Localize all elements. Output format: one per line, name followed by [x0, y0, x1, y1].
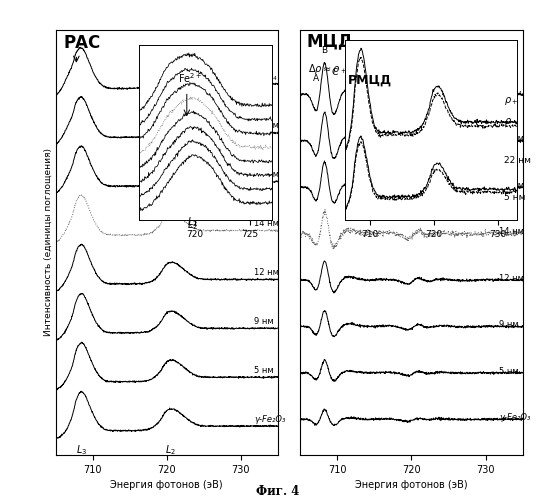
- Text: $\Delta\rho \approx \rho_+ - \rho_-$: $\Delta\rho \approx \rho_+ - \rho_-$: [307, 62, 374, 76]
- Y-axis label: Интенсивность (единицы поглощения): Интенсивность (единицы поглощения): [44, 148, 53, 336]
- Text: $L_3$: $L_3$: [76, 443, 87, 457]
- Text: 12 нм: 12 нм: [499, 274, 524, 282]
- Text: $\rho_-$: $\rho_-$: [504, 116, 519, 128]
- Text: $\rho_+$: $\rho_+$: [504, 95, 519, 107]
- Text: 16 нм: 16 нм: [499, 181, 524, 190]
- Text: 14 нм: 14 нм: [254, 219, 279, 228]
- Text: γ-Fe₂O₃: γ-Fe₂O₃: [254, 415, 286, 424]
- Text: 9 нм: 9 нм: [499, 320, 519, 329]
- Text: Fe₃O₄: Fe₃O₄: [254, 72, 277, 82]
- X-axis label: Энергия фотонов (эВ): Энергия фотонов (эВ): [111, 480, 223, 490]
- Text: $L_2$: $L_2$: [187, 218, 198, 232]
- Text: Fe$^{2+}$: Fe$^{2+}$: [178, 72, 202, 85]
- Text: B: B: [321, 46, 327, 55]
- Text: 22 нм: 22 нм: [254, 122, 279, 130]
- X-axis label: Энергия фотонов (эВ): Энергия фотонов (эВ): [355, 480, 468, 490]
- Text: 22 нм: 22 нм: [499, 134, 524, 143]
- Text: РАС: РАС: [63, 34, 100, 52]
- Text: 22 нм: 22 нм: [504, 156, 532, 166]
- Text: 5 нм: 5 нм: [254, 366, 274, 375]
- Text: 9 нм: 9 нм: [254, 317, 274, 326]
- Text: $L_2$: $L_2$: [187, 216, 198, 229]
- Text: $L_2$: $L_2$: [165, 443, 176, 457]
- Text: 16 нм: 16 нм: [254, 170, 279, 179]
- Text: 5 нм: 5 нм: [504, 193, 526, 202]
- Text: A: A: [312, 74, 319, 82]
- Text: γ-Fe₂O₃: γ-Fe₂O₃: [499, 413, 530, 422]
- Text: 14 нм: 14 нм: [499, 228, 524, 236]
- Text: МЦД: МЦД: [306, 32, 353, 50]
- Text: 5 нм: 5 нм: [499, 366, 519, 376]
- Text: РМЦД: РМЦД: [348, 74, 392, 86]
- Text: Fe₃O₄: Fe₃O₄: [499, 88, 522, 97]
- Text: C: C: [331, 68, 337, 76]
- Text: Фиг. 4: Фиг. 4: [256, 485, 300, 498]
- Text: 12 нм: 12 нм: [254, 268, 279, 277]
